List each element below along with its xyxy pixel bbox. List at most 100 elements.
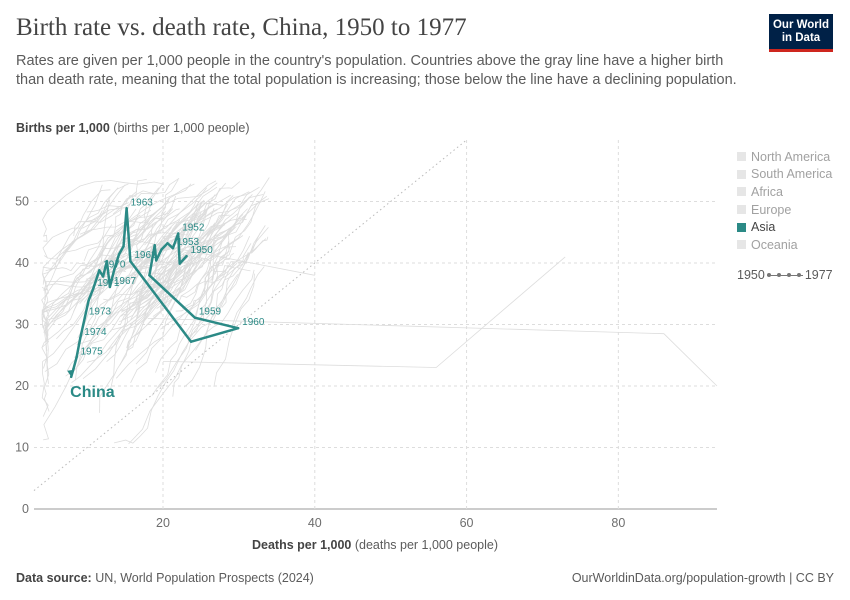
data-point-1971: [91, 287, 95, 291]
x-tick-label: 60: [460, 516, 474, 530]
y-tick-label: 0: [22, 502, 29, 516]
data-point-1958: [148, 274, 151, 277]
background-trajectory: [65, 251, 222, 377]
data-point-1973: [83, 316, 87, 319]
background-trajectory: [162, 256, 566, 368]
background-trajectory: [125, 238, 315, 276]
background-trajectory: [205, 226, 222, 294]
background-trajectory: [127, 214, 199, 263]
background-trajectory: [215, 177, 270, 237]
legend-label: Oceania: [751, 237, 798, 252]
x-tick-label: 40: [308, 516, 322, 530]
legend-label: Asia: [751, 220, 776, 235]
background-trajectory: [132, 221, 183, 285]
background-trajectory: [177, 202, 224, 238]
background-trajectory: [174, 198, 270, 252]
year-label-1967: 1967: [114, 276, 137, 287]
background-trajectory: [135, 247, 195, 365]
legend-item-oceania[interactable]: Oceania: [737, 236, 832, 254]
year-label-1975: 1975: [80, 347, 103, 358]
legend-item-europe[interactable]: Europe: [737, 201, 832, 219]
data-source: Data source: UN, World Population Prospe…: [16, 571, 314, 585]
year-label-1960: 1960: [242, 317, 265, 328]
owid-logo[interactable]: Our World in Data: [769, 14, 833, 52]
background-trajectory: [45, 182, 164, 341]
data-point-1962: [129, 259, 132, 263]
background-trajectory: [66, 261, 149, 372]
data-point-1966: [113, 267, 116, 271]
background-trajectory: [107, 267, 150, 351]
data-point-1951: [178, 262, 181, 265]
y-axis-label: Births per 1,000 (births per 1,000 peopl…: [16, 121, 249, 135]
year-label-1970: 1970: [103, 259, 126, 270]
year-label-1963: 1963: [131, 197, 154, 208]
legend-label: Africa: [751, 184, 783, 199]
data-source-value[interactable]: UN, World Population Prospects (2024): [95, 571, 314, 585]
chart-subtitle: Rates are given per 1,000 people in the …: [16, 53, 737, 88]
background-trajectory: [107, 260, 175, 319]
background-trajectory: [117, 187, 208, 262]
series-line: [69, 207, 240, 379]
background-trajectory: [200, 229, 228, 311]
footer-link[interactable]: OurWorldinData.org/population-growth | C…: [571, 571, 834, 585]
year-label-1973: 1973: [89, 307, 112, 318]
background-trajectory: [151, 234, 229, 396]
background-trajectory: [194, 214, 244, 259]
background-trajectory: [213, 273, 255, 387]
x-axis-label-unit: (deaths per 1,000 people): [354, 538, 499, 552]
y-tick-label: 50: [15, 195, 29, 209]
background-trajectory: [41, 261, 129, 417]
year-label-1959: 1959: [199, 307, 222, 318]
background-trajectory: [157, 201, 202, 274]
births-equal-deaths-line: [33, 139, 467, 491]
background-trajectory: [73, 232, 117, 312]
background-trajectory: [41, 246, 107, 369]
background-trajectory: [209, 232, 261, 281]
background-trajectory: [43, 213, 155, 260]
axis-ticks: 0 10 20 30 40 50 20 40 60 80: [15, 195, 625, 531]
legend-swatch: [737, 222, 746, 232]
background-trajectory: [42, 180, 165, 242]
background-trajectory: [178, 266, 251, 303]
legend-item-north-america[interactable]: North America: [737, 148, 832, 166]
year-labels: 1950 1952 1953 1959 1960 1962 1963 1967 1970 1971…: [70, 197, 265, 401]
region-legend: North America South America Africa Europ…: [737, 148, 832, 254]
series-name-label: China: [70, 384, 115, 401]
legend-item-africa[interactable]: Africa: [737, 183, 832, 201]
background-trajectory: [41, 208, 174, 314]
year-label-1971: 1971: [97, 278, 120, 289]
data-point-1964: [122, 245, 125, 248]
background-trajectory: [187, 227, 269, 342]
legend-item-south-america[interactable]: South America: [737, 166, 832, 184]
background-trajectory: [73, 210, 103, 237]
background-trajectory: [231, 266, 265, 327]
background-trajectory: [41, 272, 161, 330]
background-trajectory: [115, 262, 238, 379]
x-axis-label: Deaths per 1,000 (deaths per 1,000 peopl…: [252, 538, 498, 552]
background-trajectory: [79, 183, 192, 235]
background-trajectory: [164, 191, 250, 304]
background-trajectory: [198, 235, 250, 320]
data-point-1974: [79, 336, 82, 340]
background-trajectory: [164, 222, 216, 276]
legend-label: Europe: [751, 202, 792, 217]
data-point-1968: [105, 259, 109, 263]
background-trajectory: [119, 257, 203, 323]
data-point-1953: [171, 247, 175, 250]
data-point-1961: [189, 340, 193, 343]
background-trajectory: [175, 247, 231, 312]
series-end-arrow: [67, 369, 75, 377]
background-trajectory: [186, 224, 234, 339]
y-axis-label-bold: Births per 1,000: [16, 121, 110, 135]
background-trajectory: [99, 223, 154, 413]
y-tick-label: 40: [15, 256, 29, 270]
background-country-lines: [41, 177, 718, 445]
grid-lines: [34, 140, 717, 510]
legend-item-asia[interactable]: Asia: [737, 218, 832, 236]
background-trajectory: [140, 201, 261, 270]
data-point-1970: [98, 269, 101, 272]
timeline-end: 1977: [804, 268, 833, 282]
background-trajectory: [47, 200, 208, 327]
legend-label: South America: [751, 167, 833, 182]
